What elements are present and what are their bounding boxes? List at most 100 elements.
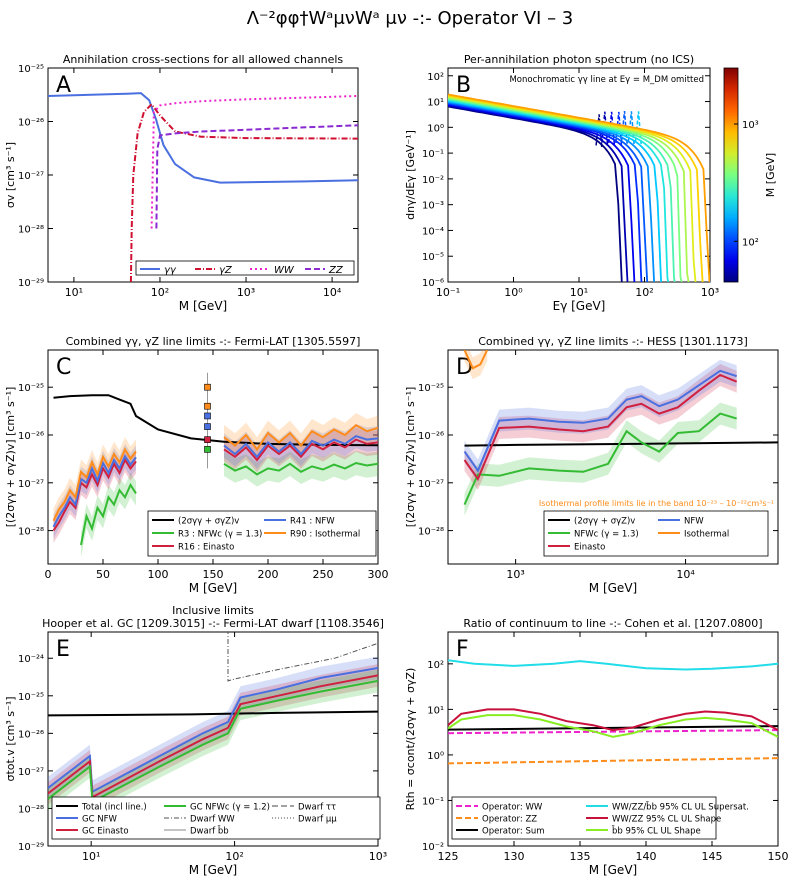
legend-label: GC NFW — [82, 815, 117, 825]
x-tick-label: 10⁴ — [676, 568, 695, 581]
legend-box — [451, 796, 717, 840]
data-point — [204, 436, 211, 443]
x-tick-label: 10¹ — [570, 286, 588, 299]
legend-box — [51, 796, 381, 840]
panel-E: Hooper et al. GC [1209.3015] -:- Fermi-L… — [4, 604, 387, 877]
spectrum-spike — [620, 111, 628, 145]
legend-label: R90 : Isothermal — [290, 530, 360, 540]
y-tick-label: 10⁻³ — [422, 201, 444, 212]
legend-box — [147, 510, 377, 557]
panel-letter: C — [56, 355, 71, 380]
x-tick-label: 10³ — [701, 286, 719, 299]
panel-title: Per-annihilation photon spectrum (no ICS… — [464, 53, 694, 66]
spectrum-line — [448, 104, 629, 282]
panel-D: Combined γγ, γZ line limits -:- HESS [13… — [404, 335, 779, 595]
x-tick-label: 10⁰ — [504, 286, 523, 299]
legend-label: R3 : NFWc (γ = 1.3) — [178, 530, 262, 540]
series-line — [223, 423, 378, 452]
legend: γγ γZ WW ZZ — [135, 260, 355, 276]
panel-C: Combined γγ, γZ line limits -:- Fermi-LA… — [4, 335, 389, 595]
x-tick-label: 100 — [148, 568, 169, 581]
y-tick-label: 10⁻²⁵ — [18, 64, 44, 75]
x-tick-label: 135 — [570, 850, 591, 863]
series-group — [448, 659, 778, 765]
figure-title: Λ⁻²φφ†WᵃμνWᵃ μν -:- Operator VI – 3 — [247, 8, 574, 29]
legend-label: Dwarf WW — [190, 815, 235, 825]
series-line — [223, 434, 378, 459]
x-tick-label: 10³ — [506, 568, 524, 581]
data-point — [204, 446, 211, 453]
panel-annotation: Isothermal profile limits lie in the ban… — [539, 499, 774, 508]
legend-label: Operator: ZZ — [482, 815, 537, 825]
colorbar-tick-label: 10³ — [742, 120, 759, 131]
spectrum-spike — [634, 111, 642, 145]
x-tick-label: 145 — [702, 850, 723, 863]
y-tick-label: 10⁻²⁶ — [18, 729, 44, 740]
series-group — [48, 92, 358, 282]
series-line — [223, 461, 378, 476]
x-tick-label: 130 — [504, 850, 525, 863]
y-axis-label: [(2σγγ + σγZ)v] [cm³ s⁻¹] — [4, 387, 17, 528]
y-tick-label: 10⁻²⁸ — [418, 527, 444, 538]
series-line — [227, 632, 378, 682]
x-tick-label: 10¹ — [82, 850, 100, 863]
plot-frame — [47, 67, 359, 283]
series-line — [448, 708, 778, 732]
legend-label: (2σγγ + σγZ)v — [574, 517, 635, 527]
x-tick-label: 150 — [203, 568, 224, 581]
legend-label: NFWc (γ = 1.3) — [574, 530, 639, 540]
y-tick-label: 10⁻² — [422, 842, 444, 853]
legend-box — [135, 260, 355, 276]
series-group — [463, 350, 778, 516]
legend-label: γZ — [219, 265, 233, 276]
y-tick-label: 10¹ — [427, 705, 444, 716]
spectrum-spike — [595, 114, 603, 148]
x-tick-label: 200 — [258, 568, 279, 581]
y-tick-label: 10⁻²⁷ — [18, 479, 44, 490]
legend-label: b̄b 95% CL UL Shape — [611, 825, 700, 837]
y-tick-label: 10⁻²⁸ — [18, 804, 44, 815]
plot-frame — [447, 349, 779, 565]
limit-band — [48, 656, 378, 803]
spectrum-spike — [601, 111, 609, 146]
series-line — [463, 350, 489, 370]
colorbar — [723, 67, 739, 283]
panel-letter: F — [456, 637, 469, 662]
legend-label: WW/ZZ/b̄b 95% CL UL Supersat. — [612, 801, 749, 813]
x-axis-label: M [GeV] — [189, 581, 237, 595]
legend-label: GC Einasto — [82, 827, 129, 837]
limit-band — [53, 447, 136, 543]
data-point — [204, 383, 211, 391]
x-tick-label: 300 — [368, 568, 389, 581]
series-line — [448, 659, 778, 671]
y-tick-label: 10⁰ — [427, 123, 444, 134]
y-tick-label: 10² — [427, 72, 444, 83]
panel-title: Hooper et al. GC [1209.3015] -:- Fermi-L… — [42, 617, 384, 630]
series-group — [448, 93, 710, 282]
x-tick-label: 0 — [45, 568, 52, 581]
limit-band — [464, 350, 488, 380]
y-tick-label: 10⁻⁶ — [422, 278, 444, 289]
y-axis-label: dnγ/dEγ [GeV⁻¹] — [404, 130, 417, 220]
y-tick-label: 10⁻¹ — [422, 149, 444, 160]
y-tick-label: 10⁰ — [427, 751, 444, 762]
legend-label: ZZ — [328, 265, 344, 276]
spectrum-spike — [627, 111, 635, 145]
panel-supertitle: Inclusive limits — [172, 604, 254, 617]
y-tick-label: 10⁻²⁷ — [18, 767, 44, 778]
x-axis-label: Eγ [GeV] — [553, 299, 606, 313]
x-tick-label: 10² — [635, 286, 653, 299]
x-tick-label: 150 — [768, 850, 789, 863]
y-tick-label: 10⁻²⁸ — [18, 527, 44, 538]
legend-label: γγ — [164, 265, 177, 276]
plot-frame — [447, 631, 779, 847]
legend-label: WW — [274, 265, 295, 276]
y-tick-label: 10⁻²⁶ — [18, 118, 44, 129]
x-tick-label: 10² — [225, 850, 243, 863]
series-line — [150, 95, 358, 229]
legend-label: GC NFWc (γ = 1.2) — [190, 803, 270, 813]
x-tick-label: 10⁴ — [323, 286, 342, 299]
legend-label: (2σγγ + σγZ)v — [178, 517, 239, 527]
plot-frame — [447, 67, 711, 283]
